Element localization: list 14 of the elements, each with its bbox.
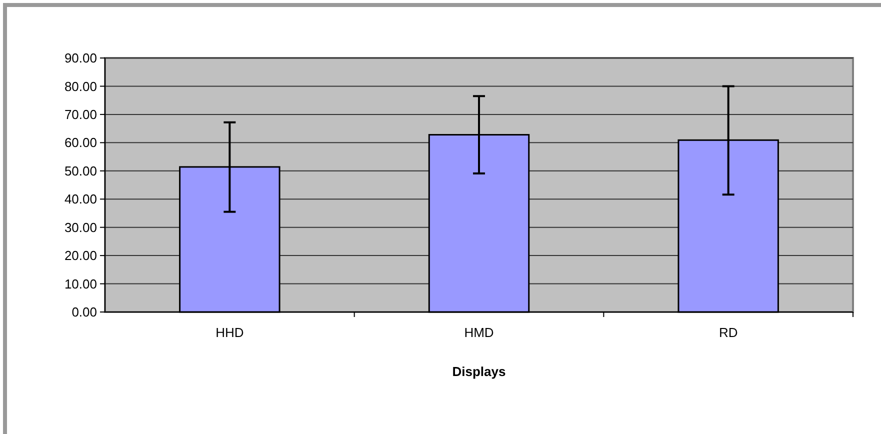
y-tick-label: 30.00: [64, 220, 97, 235]
y-tick-label: 50.00: [64, 163, 97, 178]
x-axis-title: Displays: [452, 364, 506, 379]
y-tick-label: 20.00: [64, 248, 97, 264]
x-tick-label: RD: [718, 325, 738, 340]
x-tick-label: HMD: [464, 325, 494, 340]
y-tick-label: 90.00: [64, 50, 97, 66]
y-tick-label: 60.00: [64, 135, 97, 150]
x-tick-label: HHD: [216, 325, 244, 340]
y-tick-label: 70.00: [64, 106, 97, 122]
y-tick-label: 80.00: [64, 78, 97, 94]
y-tick-label: 10.00: [64, 276, 97, 292]
y-tick-label: 40.00: [64, 192, 97, 207]
y-tick-label: 0.00: [72, 304, 97, 320]
